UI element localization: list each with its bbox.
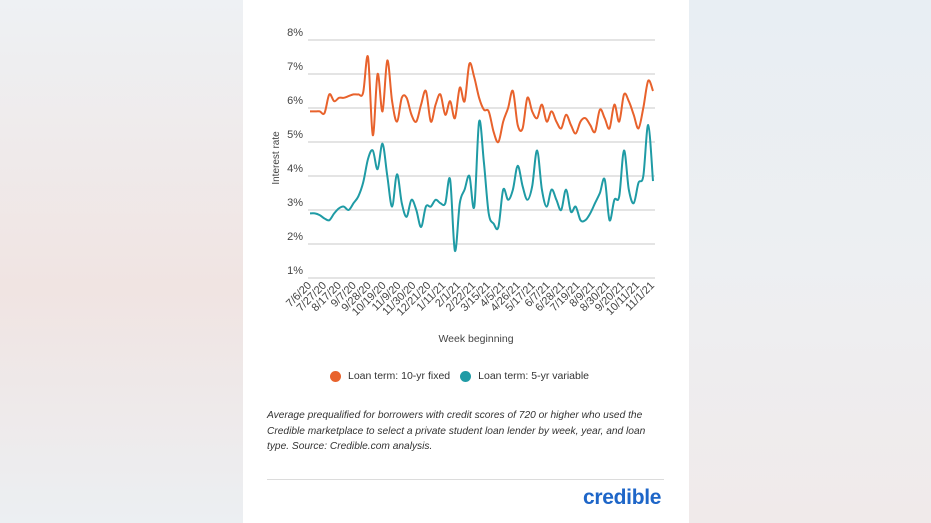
y-tick-label: 6% — [287, 95, 303, 107]
y-tick-label: 3% — [287, 197, 303, 209]
background-right — [689, 0, 931, 523]
series-line-5yr-variable — [309, 119, 654, 252]
y-tick-label: 8% — [287, 27, 303, 39]
legend-label-fixed: Loan term: 10-yr fixed — [348, 370, 451, 382]
y-tick-label: 4% — [287, 163, 303, 175]
y-axis-ticks: 1% 2% 3% 4% 5% 6% 7% 8% — [287, 27, 303, 277]
y-tick-label: 2% — [287, 231, 303, 243]
series-line-10yr-fixed — [310, 55, 654, 144]
legend-item-fixed: Loan term: 10-yr fixed — [330, 370, 450, 382]
legend-label-variable: Loan term: 5-yr variable — [478, 370, 590, 382]
chart-caption: Average prequalified for borrowers with … — [267, 410, 646, 452]
y-tick-label: 1% — [287, 265, 303, 277]
legend-marker-variable — [460, 370, 472, 382]
y-axis-label: Interest rate — [271, 131, 282, 185]
y-tick-label: 5% — [287, 129, 303, 141]
legend-item-variable: Loan term: 5-yr variable — [460, 370, 589, 382]
credible-logo: credible — [583, 486, 662, 509]
grid-lines — [308, 39, 655, 279]
y-tick-label: 7% — [287, 61, 303, 73]
series-lines — [309, 55, 654, 252]
legend-marker-fixed — [330, 370, 341, 382]
x-axis-ticks: 7/6/207/27/208/17/209/7/209/28/2010/19/2… — [284, 280, 657, 319]
x-axis-label: Week beginning — [438, 333, 513, 345]
footer-divider — [267, 479, 664, 480]
chart-legend: Loan term: 10-yr fixed Loan term: 5-yr v… — [330, 367, 599, 385]
background-left — [0, 0, 243, 523]
